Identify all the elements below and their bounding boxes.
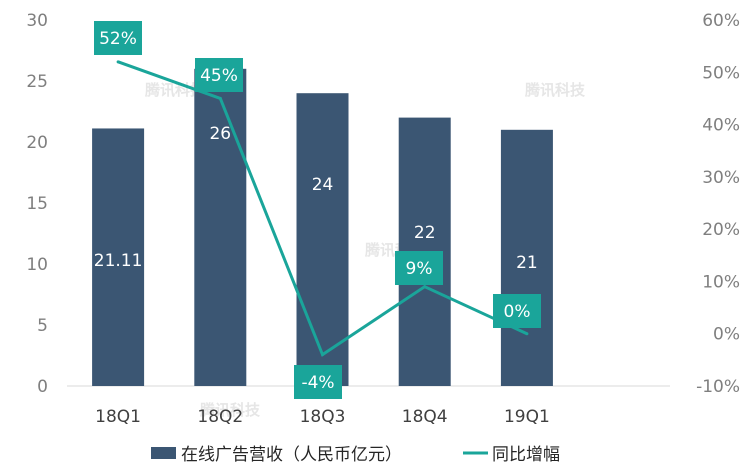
bar — [500, 129, 553, 387]
x-tick-label: 18Q2 — [197, 407, 243, 427]
line-label-box — [493, 294, 541, 328]
line-label-layer: 52% 45% -4% 9% 0% — [94, 21, 541, 399]
bar-series — [92, 68, 553, 387]
line-label-box — [195, 58, 243, 92]
legend: 在线广告营收（人民币亿元） 同比增幅 — [151, 445, 560, 465]
x-tick-label: 18Q4 — [402, 407, 448, 427]
bar-data-label: 21.11 — [94, 251, 143, 271]
y-left-tick-label: 10 — [26, 255, 48, 275]
line-point — [321, 353, 325, 357]
legend-bar-label: 在线广告营收（人民币亿元） — [181, 445, 402, 465]
y-left-tick-label: 25 — [26, 72, 48, 92]
legend-bar-swatch — [151, 447, 176, 459]
y-left-axis: 0 5 10 15 20 25 30 — [26, 11, 48, 397]
y-right-tick-label: 0% — [713, 325, 740, 345]
y-right-tick-label: 50% — [702, 63, 740, 83]
bar — [296, 93, 349, 386]
line-data-label: 0% — [504, 302, 531, 322]
x-tick-label: 18Q1 — [95, 407, 141, 427]
x-axis: 18Q1 18Q2 18Q3 18Q4 19Q1 — [95, 407, 550, 427]
bar-label-layer: 21.11 26 24 22 21 — [94, 124, 538, 273]
y-right-tick-label: 10% — [702, 272, 740, 292]
line-point — [423, 285, 427, 289]
bar-data-label: 24 — [312, 175, 334, 195]
bar — [194, 68, 247, 387]
y-left-tick-label: 30 — [26, 11, 48, 31]
x-tick-label: 19Q1 — [504, 407, 550, 427]
bar — [92, 128, 145, 386]
line-data-label: -4% — [301, 373, 334, 393]
line-label-box — [94, 21, 142, 55]
line-point — [525, 332, 529, 336]
bar-data-label: 26 — [209, 124, 231, 144]
y-right-tick-label: 20% — [702, 220, 740, 240]
bar-data-label: 22 — [414, 223, 436, 243]
line-data-label: 9% — [406, 259, 433, 279]
line-data-label: 52% — [99, 29, 137, 49]
line-data-label: 45% — [200, 66, 238, 86]
y-right-tick-label: 30% — [702, 168, 740, 188]
y-left-tick-label: 5 — [37, 316, 48, 336]
line-series — [116, 60, 529, 357]
bar-data-label: 21 — [516, 253, 538, 273]
line-point — [116, 60, 120, 64]
y-left-tick-label: 20 — [26, 133, 48, 153]
watermark-text: 腾讯科技 — [144, 81, 206, 99]
y-left-tick-label: 0 — [37, 377, 48, 397]
y-right-tick-label: 60% — [702, 11, 740, 31]
line-label-box — [395, 251, 443, 285]
line-label-box — [294, 365, 342, 399]
watermark-text: 腾讯科技 — [199, 401, 261, 419]
x-tick-label: 18Q3 — [300, 407, 346, 427]
y-right-axis: -10% 0% 10% 20% 30% 40% 50% 60% — [696, 11, 740, 397]
legend-line-label: 同比增幅 — [492, 445, 560, 465]
watermark-text: 腾讯科技 — [524, 81, 586, 99]
y-right-tick-label: -10% — [696, 377, 740, 397]
line-point — [218, 96, 222, 100]
y-right-tick-label: 40% — [702, 116, 740, 136]
y-left-tick-label: 15 — [26, 194, 48, 214]
